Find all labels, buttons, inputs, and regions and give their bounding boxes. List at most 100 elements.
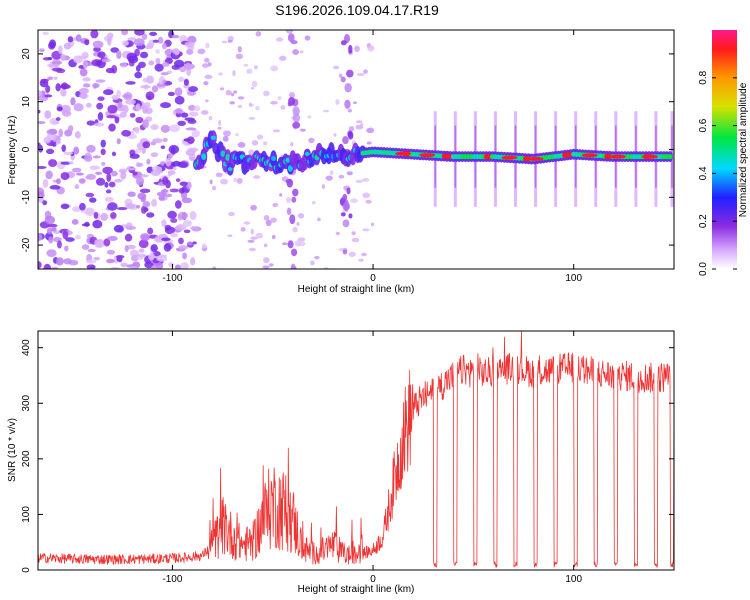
noise-blob <box>201 243 207 249</box>
noise-blob <box>204 74 213 80</box>
noise-blob <box>78 87 89 94</box>
noise-blob <box>102 166 113 175</box>
noise-blob <box>292 226 298 233</box>
snr-y-tick-label: 200 <box>21 450 32 467</box>
noise-blob <box>263 243 268 248</box>
noise-blob <box>174 107 183 114</box>
noise-blob <box>351 237 360 243</box>
noise-blob <box>340 76 346 83</box>
noise-blob <box>177 120 186 127</box>
noise-blob <box>95 177 106 186</box>
colorbar: 0.0 0.2 0.4 0.6 0.8 Normalized spectral ampl… <box>698 30 749 276</box>
noise-blob <box>116 89 122 98</box>
noise-blob <box>277 96 282 100</box>
noise-blob <box>286 196 292 204</box>
noise-blob <box>205 42 210 49</box>
noise-blob <box>227 39 233 43</box>
snr-x-tick-label: 100 <box>565 574 582 585</box>
noise-blob <box>48 39 57 49</box>
noise-blob <box>222 135 229 142</box>
noise-blob <box>192 241 197 245</box>
noise-blob <box>156 255 168 262</box>
noise-blob <box>68 125 74 133</box>
noise-blob <box>136 256 144 260</box>
noise-blob <box>44 110 52 119</box>
track-core <box>210 135 216 140</box>
noise-blob <box>105 189 112 194</box>
noise-blob <box>200 110 209 115</box>
noise-blob <box>92 219 103 229</box>
noise-blob <box>197 48 206 55</box>
noise-blob <box>290 248 298 257</box>
track-core <box>667 154 673 160</box>
noise-blob <box>135 205 141 209</box>
spectrogram-y-tick-label: -10 <box>21 190 32 205</box>
colorbar-label: Normalized spectral amplitude <box>738 82 749 217</box>
noise-blob <box>60 203 70 210</box>
noise-blob <box>215 172 223 178</box>
noise-blob <box>133 38 145 47</box>
noise-blob <box>223 130 231 137</box>
noise-blob <box>346 69 354 78</box>
noise-blob <box>47 223 58 228</box>
noise-blob <box>94 238 103 248</box>
noise-blob <box>81 223 90 227</box>
noise-blob <box>46 148 55 155</box>
noise-blob <box>74 131 81 139</box>
noise-blob <box>152 39 160 43</box>
noise-blob <box>143 101 151 109</box>
noise-blob <box>160 102 172 109</box>
noise-blob <box>174 264 181 269</box>
spectrogram-x-tick-label: 0 <box>370 273 376 284</box>
noise-blob <box>174 200 182 209</box>
noise-blob <box>178 245 189 250</box>
snr-y-tick-label: 400 <box>21 339 32 356</box>
noise-blob <box>227 36 234 42</box>
noise-blob <box>307 115 312 119</box>
noise-blob <box>119 62 128 68</box>
noise-blob <box>79 68 88 77</box>
noise-blob <box>87 248 96 253</box>
noise-blob <box>119 111 127 118</box>
noise-blob <box>101 161 106 166</box>
noise-blob <box>169 124 180 133</box>
noise-blob <box>178 187 185 194</box>
noise-blob <box>308 137 315 144</box>
noise-blob <box>70 97 76 106</box>
noise-blob <box>82 77 91 82</box>
track-core <box>225 154 231 161</box>
noise-blob <box>124 245 129 253</box>
noise-blob <box>89 165 100 170</box>
noise-blob <box>62 230 69 240</box>
noise-blob <box>79 202 86 211</box>
noise-blob <box>139 51 149 59</box>
noise-blob <box>182 252 187 260</box>
noise-blob <box>290 141 294 147</box>
track-core <box>285 157 291 163</box>
track-peak <box>395 151 412 156</box>
noise-blob <box>250 236 258 240</box>
noise-blob <box>186 90 196 96</box>
noise-blob <box>43 263 52 269</box>
noise-blob <box>233 177 238 182</box>
noise-blob <box>263 257 270 264</box>
track-core <box>220 150 226 157</box>
noise-blob <box>110 170 118 177</box>
noise-blob <box>255 105 260 111</box>
noise-blob <box>246 68 253 74</box>
noise-blob <box>236 177 243 184</box>
noise-blob <box>48 128 58 135</box>
noise-blob <box>63 42 72 50</box>
noise-blob <box>56 106 63 112</box>
noise-blob <box>366 127 375 134</box>
noise-blob <box>287 33 295 42</box>
noise-blob <box>362 192 370 199</box>
noise-blob <box>170 232 178 238</box>
noise-blob <box>348 126 355 132</box>
noise-blob <box>253 175 261 179</box>
track-peak <box>641 154 658 159</box>
noise-blob <box>156 191 167 197</box>
colorbar-tick-label: 0.6 <box>698 118 709 132</box>
noise-blob <box>317 217 321 222</box>
noise-blob <box>58 128 63 138</box>
